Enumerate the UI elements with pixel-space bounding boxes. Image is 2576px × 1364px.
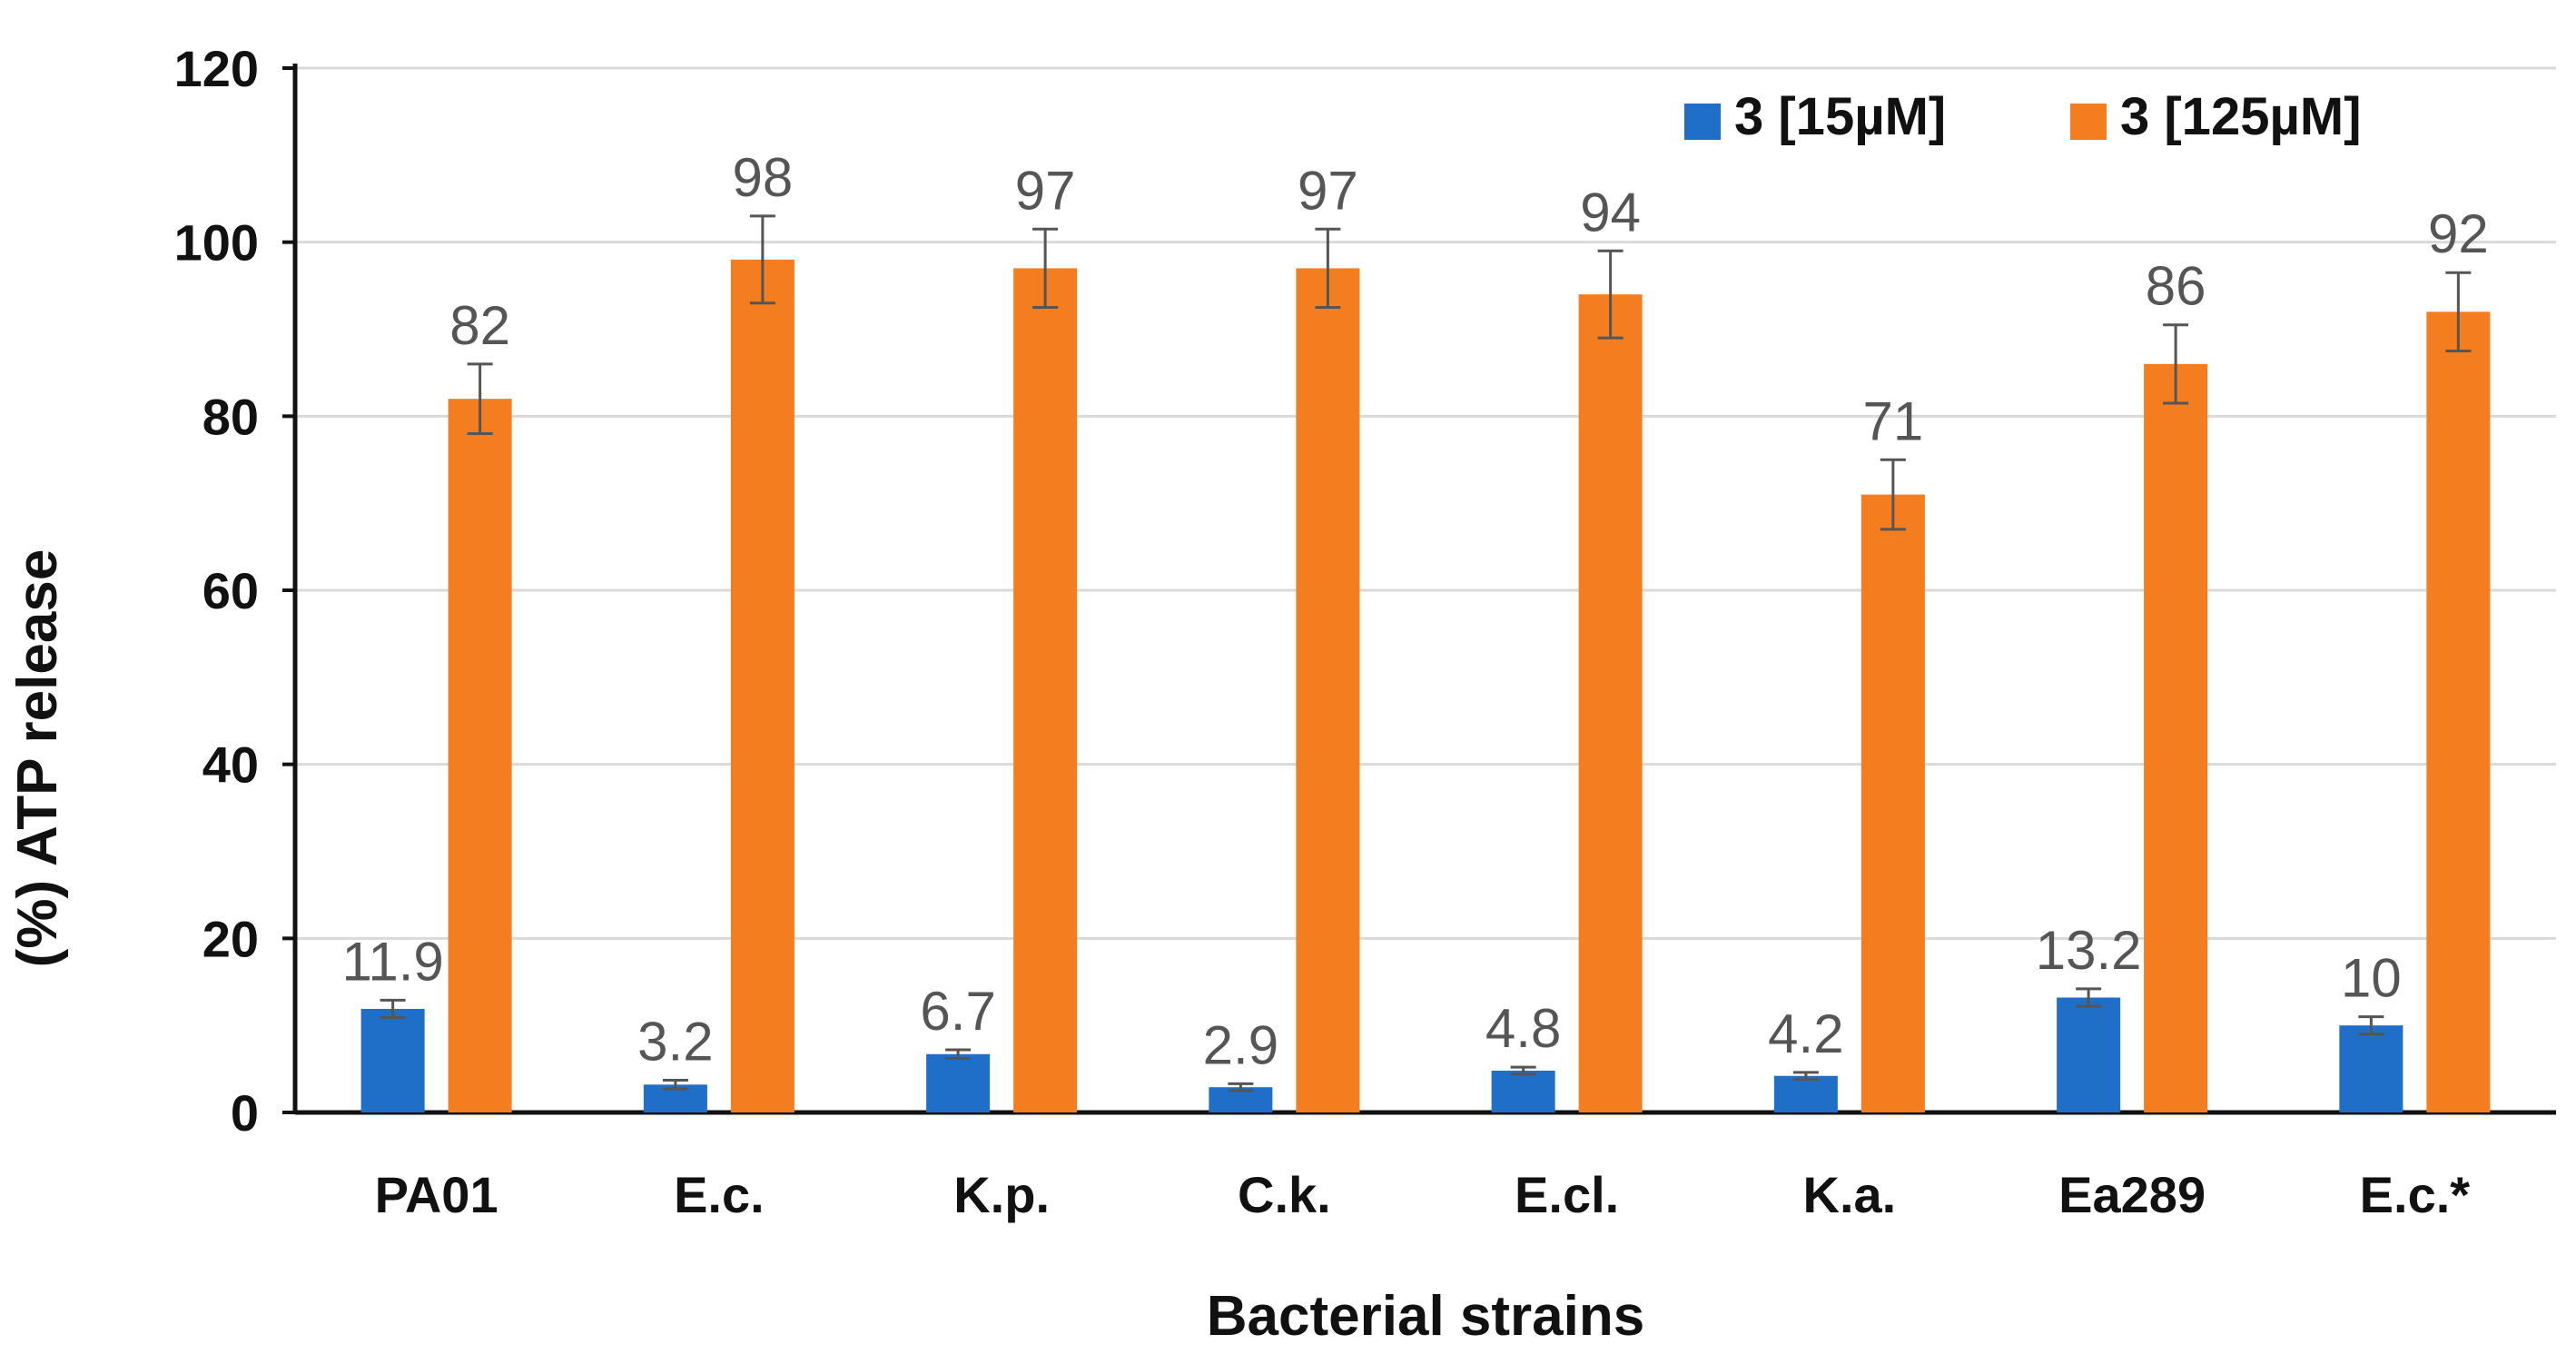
data-label: 71 — [1863, 390, 1924, 451]
bar-high-2 — [1013, 268, 1078, 1113]
data-label: 4.8 — [1485, 998, 1561, 1059]
x-tick-label: C.k. — [1238, 1166, 1331, 1223]
bar-high-3 — [1296, 268, 1360, 1113]
data-label: 82 — [449, 295, 510, 356]
x-tick-label: E.cl. — [1515, 1166, 1619, 1223]
data-label: 11.9 — [341, 931, 443, 992]
axes: 0 20 40 60 80 100 120 PA01 E.c. K.p. C.k. E.cl. K.a.… — [174, 40, 2556, 1223]
x-tick-label: K.p. — [953, 1166, 1050, 1223]
data-label: 94 — [1580, 182, 1641, 242]
x-tick-label: E.c.* — [2360, 1166, 2471, 1223]
bar-low-7 — [2339, 1025, 2403, 1112]
legend-label-0: 3 [15µM] — [1734, 87, 1946, 146]
data-labels: 11.9 82 3.2 98 6.7 97 2.9 97 4.8 94 4.2 71 13.2 86 10 9… — [341, 147, 2488, 1075]
bar-high-6 — [2144, 363, 2208, 1112]
x-tick-label: Ea289 — [2058, 1166, 2206, 1223]
data-label: 4.2 — [1768, 1003, 1843, 1064]
bar-high-5 — [1860, 494, 1925, 1112]
data-label: 97 — [1298, 160, 1358, 221]
data-label: 2.9 — [1203, 1014, 1278, 1075]
data-label: 10 — [2341, 948, 2402, 1009]
data-label: 98 — [733, 147, 794, 208]
legend-label-1: 3 [125µM] — [2120, 87, 2362, 146]
y-tick-label: 60 — [202, 562, 259, 619]
data-label: 6.7 — [920, 981, 995, 1042]
gridlines — [295, 66, 2556, 940]
bar-high-0 — [448, 399, 512, 1113]
legend: 3 [15µM] 3 [125µM] — [1684, 87, 2362, 146]
legend-swatch-0 — [1684, 104, 1721, 140]
x-tick-label: E.c. — [674, 1166, 765, 1223]
y-tick-label: 100 — [174, 214, 259, 272]
bar-high-4 — [1578, 294, 1643, 1113]
y-tick-label: 40 — [202, 736, 259, 794]
x-tick-label: PA01 — [375, 1166, 498, 1223]
bar-high-7 — [2426, 311, 2491, 1112]
y-tick-label: 120 — [174, 40, 259, 97]
bar-high-1 — [730, 259, 795, 1112]
bar-low-5 — [1773, 1075, 1838, 1112]
x-axis-title: Bacterial strains — [1207, 1285, 1644, 1348]
bars — [360, 259, 2491, 1113]
bar-low-2 — [926, 1053, 991, 1112]
y-axis-title: (%) ATP release — [6, 549, 69, 968]
data-label: 3.2 — [637, 1012, 713, 1072]
x-tick-label: K.a. — [1803, 1166, 1897, 1223]
y-tick-label: 0 — [231, 1084, 259, 1142]
y-tick-label: 20 — [202, 910, 259, 967]
bar-low-4 — [1491, 1071, 1555, 1112]
y-tick-label: 80 — [202, 388, 259, 445]
data-label: 92 — [2428, 203, 2489, 264]
data-label: 13.2 — [2036, 920, 2142, 981]
error-bars — [380, 214, 2472, 1092]
bar-low-6 — [2057, 997, 2121, 1112]
bar-low-0 — [360, 1008, 425, 1112]
data-label: 97 — [1015, 160, 1076, 221]
legend-swatch-1 — [2070, 104, 2107, 140]
data-label: 86 — [2146, 256, 2206, 317]
